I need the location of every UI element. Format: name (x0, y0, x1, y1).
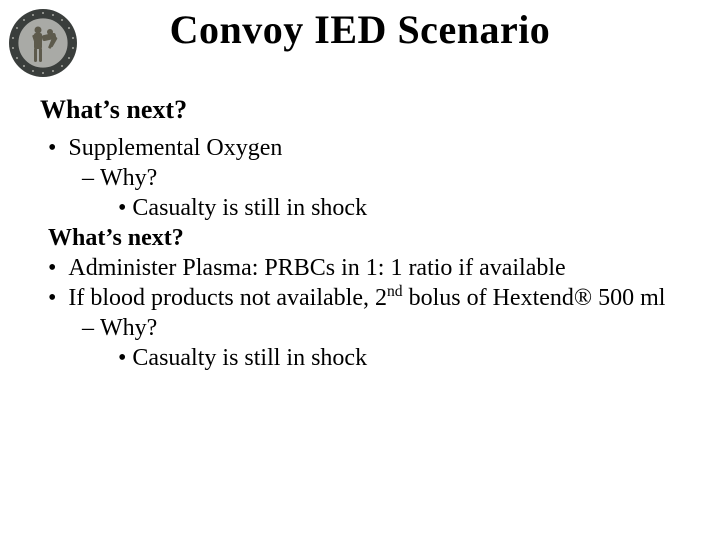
bullet-why-2: – Why? (40, 313, 680, 343)
bullet-text: Casualty is still in shock (132, 195, 367, 221)
bullet-supplemental-oxygen: • Supplemental Oxygen (40, 133, 680, 163)
bullet-casualty-shock-2: • Casualty is still in shock (40, 343, 680, 373)
bullet-text: Casualty is still in shock (132, 345, 367, 371)
bullet-hextend-bolus: • If blood products not available, 2nd b… (40, 283, 680, 313)
bullet-administer-plasma: • Administer Plasma: PRBCs in 1: 1 ratio… (40, 253, 680, 283)
bullet-text: Administer Plasma: PRBCs in 1: 1 ratio i… (68, 255, 565, 281)
bullet-text-pre: If blood products not available, 2 (68, 285, 387, 311)
bullet-why-1: – Why? (40, 163, 680, 193)
bullet-casualty-shock-1: • Casualty is still in shock (40, 193, 680, 223)
slide: Convoy IED Scenario What’s next? • Suppl… (0, 0, 720, 540)
bullet-text: Why? (100, 315, 157, 341)
heading-whats-next-2: What’s next? (40, 223, 680, 253)
bullet-text: Why? (100, 165, 157, 191)
bullet-text: Supplemental Oxygen (68, 135, 282, 161)
slide-title: Convoy IED Scenario (0, 6, 720, 53)
superscript-nd: nd (387, 283, 403, 300)
heading-whats-next-1: What’s next? (40, 94, 680, 127)
bullet-text-post: bolus of Hextend® 500 ml (403, 285, 666, 311)
slide-body: What’s next? • Supplemental Oxygen – Why… (40, 94, 680, 373)
